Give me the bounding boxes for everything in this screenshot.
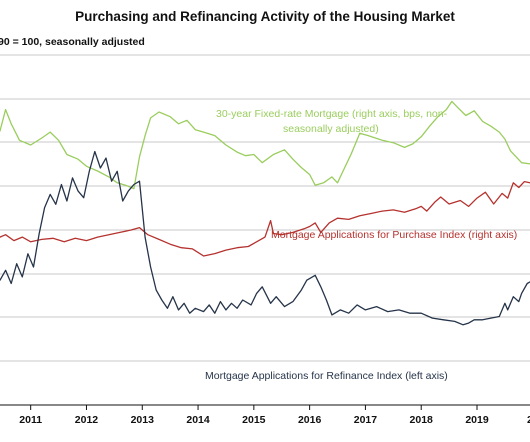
- x-tick-label: 2017: [354, 414, 378, 426]
- annotation-refinance-index: Mortgage Applications for Refinance Inde…: [205, 370, 448, 382]
- gridlines: [0, 54, 530, 362]
- x-tick-label: 2019: [465, 414, 489, 426]
- x-tick-label: 2013: [131, 414, 155, 426]
- x-tick-label: 2014: [186, 414, 210, 426]
- annotations: 30-year Fixed-rate Mortgage (right axis,…: [205, 108, 517, 382]
- x-tick-label: 2016: [298, 414, 322, 426]
- series-30yr-mortgage: [0, 100, 530, 190]
- x-tick-label: 2011: [19, 414, 42, 426]
- x-axis-ticks: 2011 2012 2013 2014 2015 2016 2017 2018 2019 20: [19, 405, 530, 426]
- series-purchase-index: [0, 180, 530, 257]
- series-refinance-index: [0, 150, 530, 326]
- x-tick-label: 2015: [242, 414, 266, 426]
- annotation-30yr-line1: 30-year Fixed-rate Mortgage (right axis,…: [216, 108, 448, 120]
- x-tick-label: 20: [527, 414, 530, 426]
- chart-subtitle: 90 = 100, seasonally adjusted: [0, 36, 145, 48]
- chart-title: Purchasing and Refinancing Activity of t…: [75, 9, 455, 24]
- x-tick-label: 2018: [410, 414, 434, 426]
- series-lines: [0, 100, 530, 326]
- annotation-purchase-index: Mortgage Applications for Purchase Index…: [271, 229, 517, 241]
- annotation-30yr-line2: seasonally adjusted): [283, 123, 379, 135]
- x-tick-label: 2012: [75, 414, 99, 426]
